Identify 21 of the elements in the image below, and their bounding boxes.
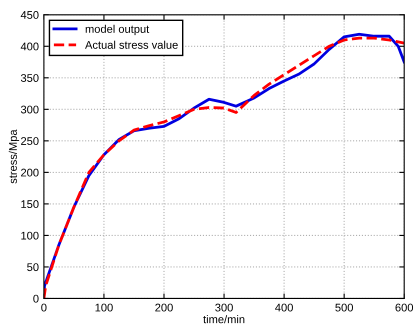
x-tick-label: 0: [41, 304, 47, 312]
y-tick-label: 250: [21, 137, 39, 145]
x-tick-label: 600: [396, 304, 414, 312]
x-tick-label: 200: [155, 304, 173, 312]
y-tick-label: 50: [27, 263, 39, 272]
x-tick-label: 500: [335, 304, 353, 312]
y-tick-label: 200: [21, 168, 39, 177]
y-tick-label: 100: [21, 232, 39, 240]
y-axis-title: stress/Mpa: [8, 129, 20, 184]
legend-label: Actual stress value: [85, 40, 178, 49]
y-tick-label: 400: [20, 42, 39, 50]
legend-label: model output: [86, 24, 150, 36]
y-tick-label: 150: [21, 200, 39, 208]
x-tick-label: 100: [96, 304, 113, 312]
y-tick-label: 350: [20, 74, 39, 82]
x-tick-label: 400: [275, 304, 293, 312]
y-tick-label: 300: [20, 106, 39, 114]
y-tick-label: 0: [33, 294, 39, 303]
x-axis-title: time/min: [203, 315, 244, 324]
y-tick-label: 450: [20, 11, 39, 19]
x-tick-label: 300: [215, 304, 233, 312]
